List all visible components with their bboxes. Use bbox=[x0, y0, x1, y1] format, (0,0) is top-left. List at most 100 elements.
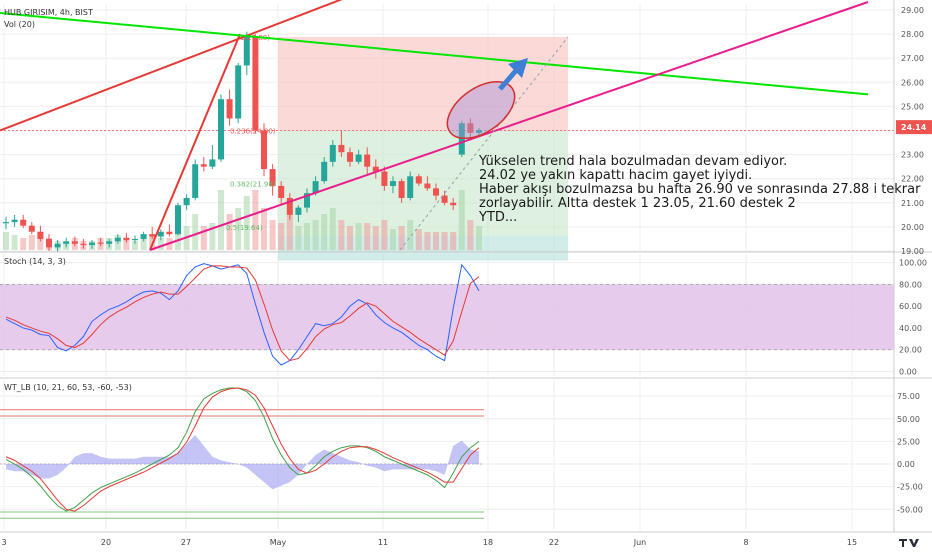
candle-body bbox=[218, 99, 224, 160]
candle-body bbox=[132, 238, 138, 241]
wt1-line bbox=[5, 387, 480, 512]
x-tick-label: May bbox=[270, 538, 287, 547]
x-tick-label: 20 bbox=[101, 538, 111, 547]
stoch-tick-label: 0.00 bbox=[899, 368, 917, 377]
volume-bar bbox=[329, 208, 336, 250]
candle-body bbox=[252, 36, 259, 131]
annotation-line: 24.02 ye yakın kapattı hacim gayet iyiyd… bbox=[479, 169, 753, 183]
candle-body bbox=[261, 130, 267, 170]
volume-bar bbox=[28, 235, 35, 250]
volume-bar bbox=[123, 238, 130, 250]
candle-body bbox=[97, 242, 104, 244]
volume-bar bbox=[424, 232, 431, 250]
volume-bar bbox=[209, 223, 216, 250]
candle-body bbox=[321, 161, 328, 182]
candle-body bbox=[390, 181, 396, 186]
volume-bar bbox=[450, 232, 457, 250]
volume-bar bbox=[132, 241, 138, 250]
red-channel-line bbox=[149, 33, 241, 251]
tradingview-logo-icon bbox=[899, 539, 919, 547]
wt-legend: WT_LB (10, 21, 60, 53, -60, -53) bbox=[4, 383, 132, 392]
stoch-band bbox=[0, 284, 894, 350]
fib-label: 1(27.88) bbox=[240, 34, 270, 42]
volume-bar bbox=[372, 226, 379, 250]
wt-histogram-area bbox=[6, 435, 479, 490]
forecast-arrow-head bbox=[508, 58, 528, 78]
candle-body bbox=[46, 238, 52, 248]
candle-body bbox=[157, 231, 164, 237]
volume-bar bbox=[476, 226, 482, 250]
stoch-tick-label: 80.00 bbox=[899, 280, 922, 289]
x-tick-label: 11 bbox=[378, 538, 388, 547]
volume-bar bbox=[226, 214, 233, 250]
fib-label: 0.5(19.64) bbox=[226, 224, 263, 232]
candle-body bbox=[278, 185, 285, 198]
candle-body bbox=[183, 197, 190, 206]
candle-body bbox=[63, 241, 70, 244]
candle-body bbox=[54, 243, 61, 248]
candle-body bbox=[286, 197, 293, 215]
candle-body bbox=[347, 152, 353, 162]
price-tick-label: 27.00 bbox=[901, 54, 924, 63]
volume-bar bbox=[364, 223, 371, 250]
volume-bar bbox=[200, 226, 207, 250]
volume-bar bbox=[295, 226, 302, 250]
price-tick-label: 25.00 bbox=[901, 102, 924, 111]
candle-body bbox=[235, 65, 242, 119]
candle-body bbox=[28, 225, 35, 232]
candle-body bbox=[476, 130, 482, 133]
highlight-ellipse bbox=[446, 80, 516, 140]
candle-body bbox=[140, 234, 147, 239]
volume-bar bbox=[192, 214, 199, 250]
candle-body bbox=[192, 164, 199, 198]
candle-body bbox=[114, 237, 121, 242]
volume-bar bbox=[140, 238, 147, 250]
annotation-line: Yükselen trend hala bozulmadan devam edi… bbox=[479, 155, 788, 169]
candle-body bbox=[3, 222, 9, 224]
annotation-line: Haber akışı bozulmazsa bu hafta 26.90 ve… bbox=[479, 183, 921, 197]
wt-tick-label: 75.00 bbox=[897, 392, 920, 401]
x-tick-label: 15 bbox=[847, 538, 857, 547]
candle-body bbox=[312, 181, 319, 194]
stoch-tick-label: 100.00 bbox=[899, 259, 927, 268]
candle-body bbox=[149, 234, 156, 237]
stoch-k-line bbox=[5, 263, 480, 366]
wt-tick-label: 0.00 bbox=[897, 460, 915, 469]
candle-body bbox=[407, 176, 414, 198]
candle-body bbox=[398, 181, 405, 198]
target-zone-box bbox=[278, 36, 568, 131]
volume-bar bbox=[398, 226, 405, 250]
last-price-badge bbox=[896, 120, 932, 135]
volume-bar bbox=[261, 208, 267, 250]
stoch-d-line bbox=[5, 265, 480, 362]
volume-bar bbox=[304, 223, 310, 250]
red-channel-line bbox=[0, 0, 343, 132]
volume-legend: Vol (20) bbox=[4, 20, 35, 29]
candle-body bbox=[295, 207, 302, 215]
price-tick-label: 28.00 bbox=[901, 30, 924, 39]
symbol-header: HUB GIRISIM, 4h, BIST bbox=[4, 8, 93, 17]
volume-bar bbox=[157, 238, 164, 250]
candle-body bbox=[209, 159, 216, 167]
wt-tick-label: 50.00 bbox=[897, 415, 920, 424]
volume-bar bbox=[355, 223, 362, 250]
candle-body bbox=[441, 195, 448, 203]
idea-annotation: Yükselen trend hala bozulmadan devam edi… bbox=[479, 155, 925, 225]
volume-bar bbox=[286, 214, 293, 250]
price-tick-label: 21.00 bbox=[901, 199, 924, 208]
volume-bar bbox=[252, 190, 259, 250]
candle-body bbox=[372, 166, 379, 172]
x-tick-label: 22 bbox=[549, 538, 559, 547]
fib-label: 0.382(21.98) bbox=[230, 181, 276, 189]
candle-body bbox=[226, 99, 233, 119]
candle-body bbox=[450, 202, 457, 206]
candle-body bbox=[433, 188, 439, 196]
x-tick-label: Jun bbox=[633, 538, 647, 547]
candle-body bbox=[106, 241, 113, 244]
volume-bar bbox=[235, 208, 242, 250]
volume-bar bbox=[312, 220, 319, 250]
volume-bar bbox=[218, 190, 224, 250]
candle-body bbox=[355, 154, 362, 162]
stoch-legend: Stoch (14, 3, 3) bbox=[4, 257, 66, 266]
